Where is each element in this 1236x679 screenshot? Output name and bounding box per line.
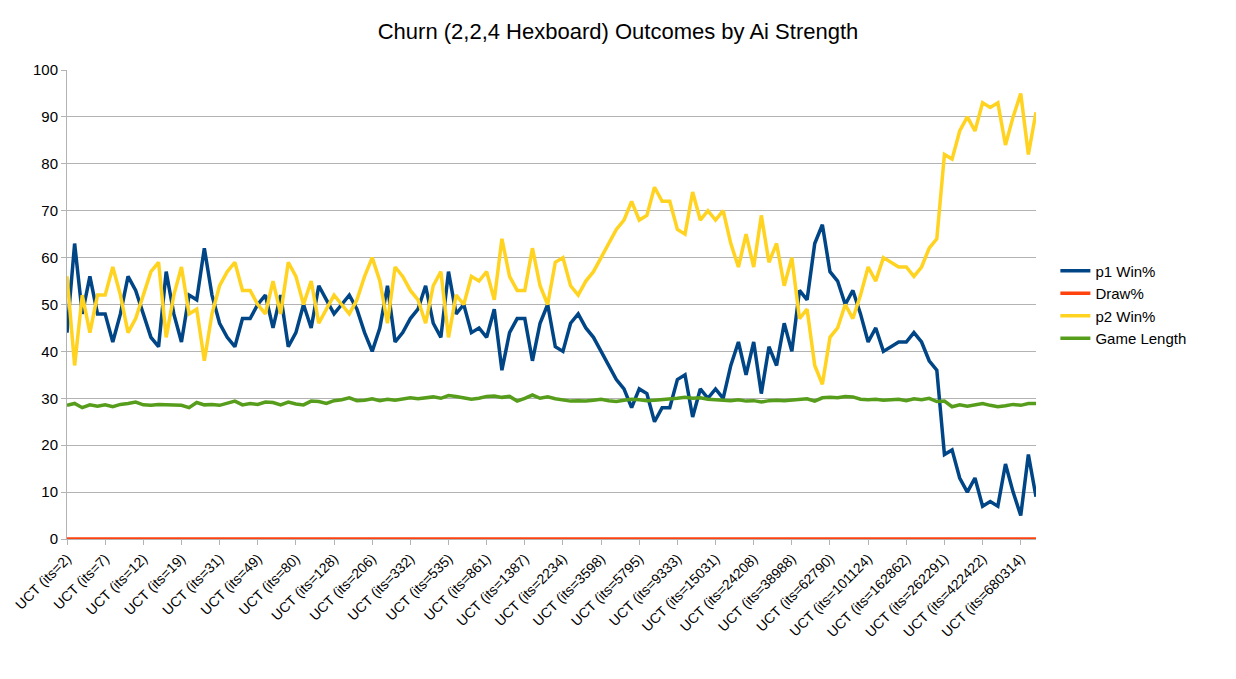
svg-text:UCT (its=3598): UCT (its=3598) xyxy=(530,551,609,630)
svg-text:20: 20 xyxy=(41,436,58,453)
svg-text:60: 60 xyxy=(41,249,58,266)
svg-text:100: 100 xyxy=(33,61,58,78)
svg-text:UCT (its=7): UCT (its=7) xyxy=(50,551,112,613)
svg-text:UCT (its=24208): UCT (its=24208) xyxy=(677,551,761,635)
svg-text:UCT (its=206): UCT (its=206) xyxy=(306,551,379,624)
svg-text:90: 90 xyxy=(41,108,58,125)
svg-text:UCT (its=262291): UCT (its=262291) xyxy=(862,551,952,641)
svg-text:UCT (its=101124): UCT (its=101124) xyxy=(786,551,875,640)
svg-text:UCT (its=31): UCT (its=31) xyxy=(159,551,227,619)
svg-text:Draw%: Draw% xyxy=(1095,285,1143,302)
svg-text:UCT (its=128): UCT (its=128) xyxy=(268,551,341,624)
svg-text:UCT (its=12): UCT (its=12) xyxy=(83,551,151,619)
svg-text:UCT (its=5795): UCT (its=5795) xyxy=(568,551,647,630)
svg-text:Game Length: Game Length xyxy=(1095,330,1186,347)
svg-text:UCT (its=2234): UCT (its=2234) xyxy=(491,551,570,630)
svg-text:UCT (its=9333): UCT (its=9333) xyxy=(606,551,685,630)
svg-text:p1 Win%: p1 Win% xyxy=(1095,263,1155,280)
svg-text:UCT (its=422422): UCT (its=422422) xyxy=(900,551,990,641)
svg-text:UCT (its=2): UCT (its=2) xyxy=(12,551,74,613)
svg-text:0: 0 xyxy=(50,530,58,547)
svg-text:UCT (its=332): UCT (its=332) xyxy=(344,551,417,624)
svg-text:UCT (its=15031): UCT (its=15031) xyxy=(639,551,723,635)
svg-text:UCT (its=80): UCT (its=80) xyxy=(235,551,303,619)
svg-text:UCT (its=861): UCT (its=861) xyxy=(421,551,494,624)
svg-text:UCT (its=680314): UCT (its=680314) xyxy=(938,551,1028,641)
svg-text:UCT (its=19): UCT (its=19) xyxy=(121,551,189,619)
svg-text:80: 80 xyxy=(41,155,58,172)
svg-text:Churn (2,2,4 Hexboard) Outcome: Churn (2,2,4 Hexboard) Outcomes by Ai St… xyxy=(378,19,859,44)
svg-text:UCT (its=49): UCT (its=49) xyxy=(197,551,265,619)
svg-text:UCT (its=162862): UCT (its=162862) xyxy=(824,551,914,641)
svg-text:UCT (its=1387): UCT (its=1387) xyxy=(453,551,532,630)
svg-text:50: 50 xyxy=(41,296,58,313)
svg-text:UCT (its=62790): UCT (its=62790) xyxy=(753,551,837,635)
svg-text:70: 70 xyxy=(41,202,58,219)
svg-text:UCT (its=535): UCT (its=535) xyxy=(383,551,456,624)
svg-text:30: 30 xyxy=(41,390,58,407)
svg-text:UCT (its=38988): UCT (its=38988) xyxy=(715,551,799,635)
svg-text:40: 40 xyxy=(41,343,58,360)
svg-text:p2 Win%: p2 Win% xyxy=(1095,308,1155,325)
svg-text:10: 10 xyxy=(41,483,58,500)
